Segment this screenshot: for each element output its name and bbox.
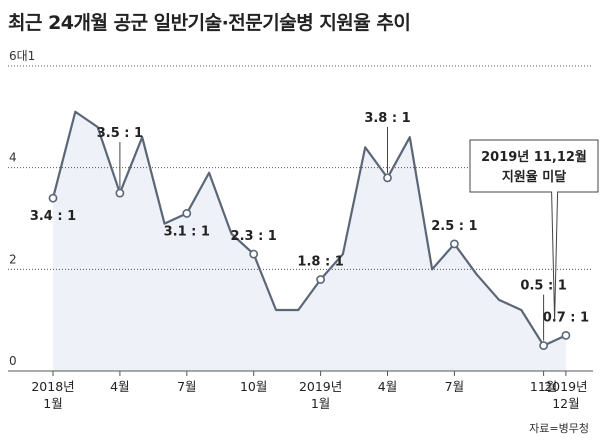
annotation-box	[469, 139, 599, 321]
x-tick-label: 12월	[552, 396, 579, 411]
data-label: 3.8 : 1	[364, 111, 410, 126]
x-tick-label: 2019년	[299, 379, 342, 394]
data-point-marker	[182, 209, 192, 218]
x-tick-label: 7월	[445, 379, 464, 394]
data-label: 3.1 : 1	[164, 224, 210, 239]
annotation-text: 지원율 미달	[502, 169, 566, 185]
x-tick-label: 4월	[110, 379, 129, 394]
x-tick-label: 2018년	[31, 379, 74, 394]
data-point-marker	[539, 341, 548, 350]
data-point-marker	[561, 331, 571, 340]
data-label: 2.5 : 1	[431, 219, 477, 234]
source-note: 자료=병무청	[529, 422, 589, 435]
data-label: 2.3 : 1	[231, 229, 277, 244]
series-line	[51, 110, 567, 347]
y-tick-label: 4	[9, 151, 17, 165]
annotation-text: 2019년 11,12월	[481, 149, 587, 165]
y-tick-label: 0	[9, 354, 17, 368]
y-tick-label: 2	[9, 252, 17, 266]
x-tick-label: 10월	[240, 379, 267, 394]
x-tick-label: 1월	[311, 396, 330, 411]
area-fill	[53, 111, 566, 371]
x-tick-label: 2019년	[544, 379, 587, 394]
data-label: 3.4 : 1	[30, 209, 76, 224]
data-label: 0.5 : 1	[520, 279, 566, 294]
data-point-marker	[383, 173, 392, 183]
data-point-marker	[249, 249, 259, 259]
data-point-marker	[115, 188, 125, 198]
data-label: 1.8 : 1	[297, 255, 343, 270]
data-label: 3.5 : 1	[97, 126, 143, 141]
data-point-marker	[48, 193, 58, 203]
x-tick-label: 4월	[378, 379, 397, 394]
data-point-marker	[449, 239, 459, 249]
x-tick-label: 7월	[177, 379, 196, 394]
chart-title: 최근 24개월 공군 일반기술·전문기술병 지원율 추이	[8, 12, 411, 34]
x-tick-label: 11월	[530, 379, 557, 394]
data-label: 0.7 : 1	[543, 310, 589, 325]
data-point-marker	[316, 275, 325, 284]
y-tick-label: 6대1	[9, 49, 35, 63]
x-tick-label: 1월	[43, 396, 62, 411]
